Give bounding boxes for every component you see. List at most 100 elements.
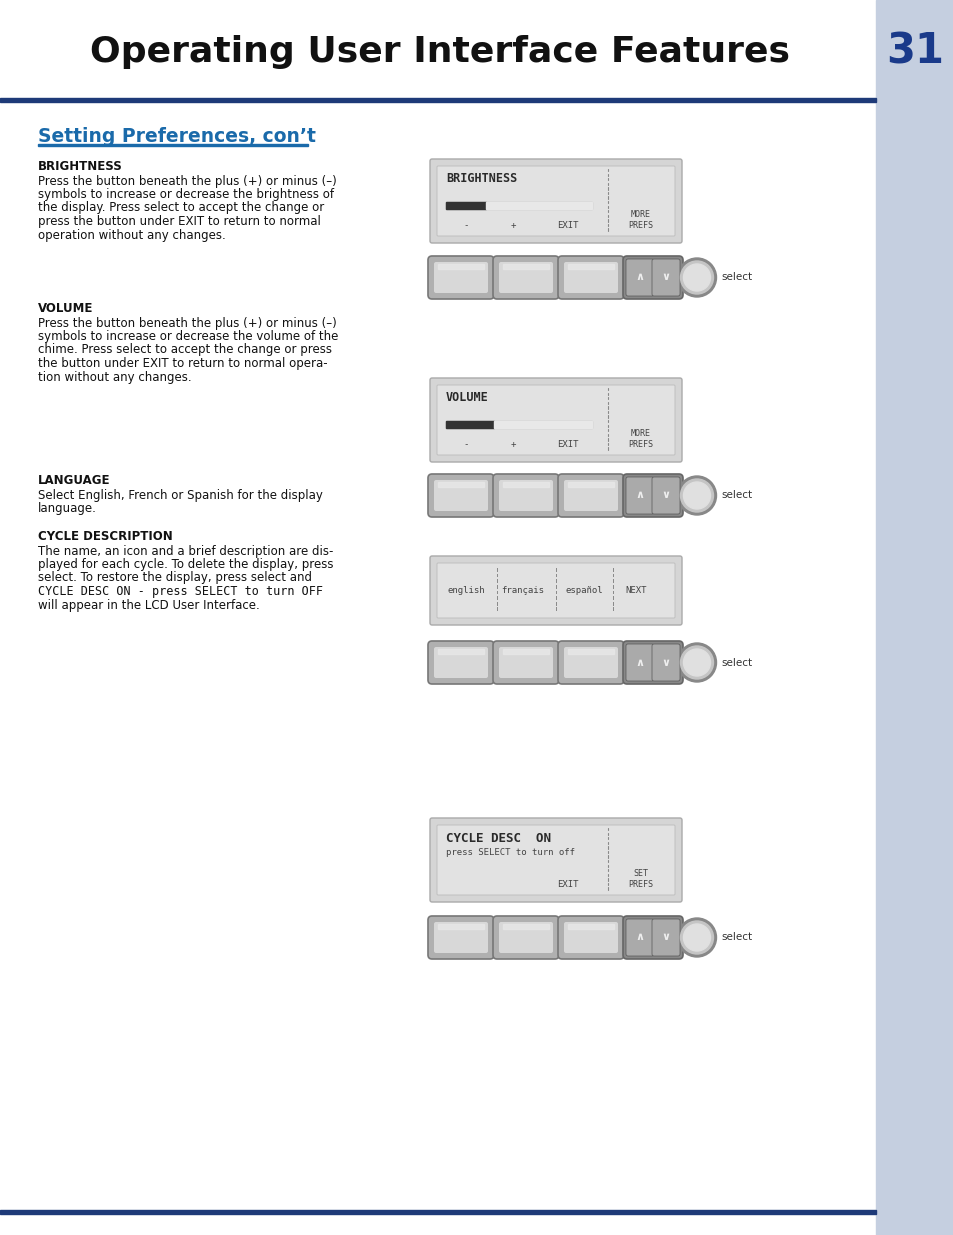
Bar — [446, 203, 485, 210]
Bar — [494, 421, 592, 429]
Bar — [446, 421, 592, 429]
Circle shape — [679, 921, 713, 953]
FancyBboxPatch shape — [563, 480, 618, 511]
FancyBboxPatch shape — [493, 916, 558, 960]
Text: LANGUAGE: LANGUAGE — [38, 474, 111, 487]
FancyBboxPatch shape — [625, 477, 654, 514]
Text: EXIT: EXIT — [557, 881, 578, 889]
Bar — [0, 98, 875, 101]
FancyBboxPatch shape — [563, 262, 618, 293]
Text: CYCLE DESC ON - press SELECT to turn OFF: CYCLE DESC ON - press SELECT to turn OFF — [38, 585, 323, 598]
Text: ∧: ∧ — [635, 657, 644, 667]
Text: select: select — [720, 490, 752, 500]
Text: 31: 31 — [885, 31, 943, 73]
FancyBboxPatch shape — [498, 480, 553, 511]
Bar — [502, 264, 548, 269]
FancyBboxPatch shape — [430, 378, 681, 462]
FancyBboxPatch shape — [622, 641, 682, 684]
Text: The name, an icon and a brief description are dis-: The name, an icon and a brief descriptio… — [38, 545, 333, 557]
Text: EXIT: EXIT — [557, 221, 578, 230]
Circle shape — [679, 261, 713, 294]
FancyBboxPatch shape — [651, 643, 679, 680]
Text: Operating User Interface Features: Operating User Interface Features — [90, 35, 789, 69]
Bar — [485, 203, 592, 210]
Circle shape — [682, 264, 710, 291]
Bar — [567, 924, 614, 929]
Bar — [437, 650, 483, 655]
Bar — [38, 144, 308, 146]
Bar — [502, 482, 548, 487]
Text: english: english — [447, 585, 485, 595]
Text: chime. Press select to accept the change or press: chime. Press select to accept the change… — [38, 343, 332, 357]
FancyBboxPatch shape — [428, 641, 494, 684]
FancyBboxPatch shape — [625, 643, 654, 680]
Circle shape — [679, 646, 713, 679]
FancyBboxPatch shape — [498, 647, 553, 678]
Text: the button under EXIT to return to normal opera-: the button under EXIT to return to norma… — [38, 357, 327, 370]
FancyBboxPatch shape — [558, 641, 623, 684]
Text: français: français — [501, 585, 544, 595]
Text: VOLUME: VOLUME — [38, 303, 93, 315]
Text: español: español — [565, 585, 602, 595]
Text: EXIT: EXIT — [557, 440, 578, 450]
Text: Setting Preferences, con’t: Setting Preferences, con’t — [38, 127, 315, 146]
Text: -: - — [463, 221, 469, 230]
FancyBboxPatch shape — [493, 641, 558, 684]
Bar — [446, 421, 494, 429]
Text: ∨: ∨ — [660, 932, 670, 942]
FancyBboxPatch shape — [434, 923, 488, 953]
Text: select: select — [720, 273, 752, 283]
FancyBboxPatch shape — [428, 474, 494, 517]
Text: MORE
PREFS: MORE PREFS — [628, 429, 653, 450]
FancyBboxPatch shape — [625, 919, 654, 956]
FancyBboxPatch shape — [434, 262, 488, 293]
Text: select: select — [720, 657, 752, 667]
Text: operation without any changes.: operation without any changes. — [38, 228, 226, 242]
Text: select. To restore the display, press select and: select. To restore the display, press se… — [38, 572, 312, 584]
FancyBboxPatch shape — [430, 159, 681, 243]
Bar — [567, 264, 614, 269]
Bar — [437, 264, 483, 269]
Bar — [502, 924, 548, 929]
Text: tion without any changes.: tion without any changes. — [38, 370, 192, 384]
FancyBboxPatch shape — [625, 259, 654, 296]
Text: press the button under EXIT to return to normal: press the button under EXIT to return to… — [38, 215, 320, 228]
Bar — [0, 1210, 875, 1214]
FancyBboxPatch shape — [430, 818, 681, 902]
Text: press SELECT to turn off: press SELECT to turn off — [446, 848, 575, 857]
Text: BRIGHTNESS: BRIGHTNESS — [38, 161, 123, 173]
FancyBboxPatch shape — [493, 474, 558, 517]
Text: ∨: ∨ — [660, 490, 670, 500]
Text: -: - — [463, 440, 469, 450]
FancyBboxPatch shape — [436, 385, 675, 454]
Text: +: + — [510, 221, 516, 230]
FancyBboxPatch shape — [434, 647, 488, 678]
Bar — [446, 203, 592, 210]
FancyBboxPatch shape — [622, 256, 682, 299]
Bar — [567, 482, 614, 487]
FancyBboxPatch shape — [498, 262, 553, 293]
Bar — [437, 482, 483, 487]
FancyBboxPatch shape — [436, 825, 675, 895]
FancyBboxPatch shape — [651, 919, 679, 956]
Text: Press the button beneath the plus (+) or minus (–): Press the button beneath the plus (+) or… — [38, 316, 336, 330]
Text: BRIGHTNESS: BRIGHTNESS — [446, 172, 517, 185]
Text: language.: language. — [38, 501, 97, 515]
FancyBboxPatch shape — [558, 256, 623, 299]
Circle shape — [677, 643, 716, 682]
FancyBboxPatch shape — [428, 916, 494, 960]
Text: +: + — [510, 440, 516, 450]
Text: ∧: ∧ — [635, 490, 644, 500]
FancyBboxPatch shape — [558, 916, 623, 960]
Text: played for each cycle. To delete the display, press: played for each cycle. To delete the dis… — [38, 558, 334, 571]
FancyBboxPatch shape — [622, 474, 682, 517]
Text: ∧: ∧ — [635, 273, 644, 283]
Text: Select English, French or Spanish for the display: Select English, French or Spanish for th… — [38, 489, 322, 501]
FancyBboxPatch shape — [428, 256, 494, 299]
FancyBboxPatch shape — [498, 923, 553, 953]
Text: select: select — [720, 932, 752, 942]
Text: ∨: ∨ — [660, 657, 670, 667]
Text: the display. Press select to accept the change or: the display. Press select to accept the … — [38, 201, 324, 215]
FancyBboxPatch shape — [434, 480, 488, 511]
Text: symbols to increase or decrease the volume of the: symbols to increase or decrease the volu… — [38, 330, 338, 343]
